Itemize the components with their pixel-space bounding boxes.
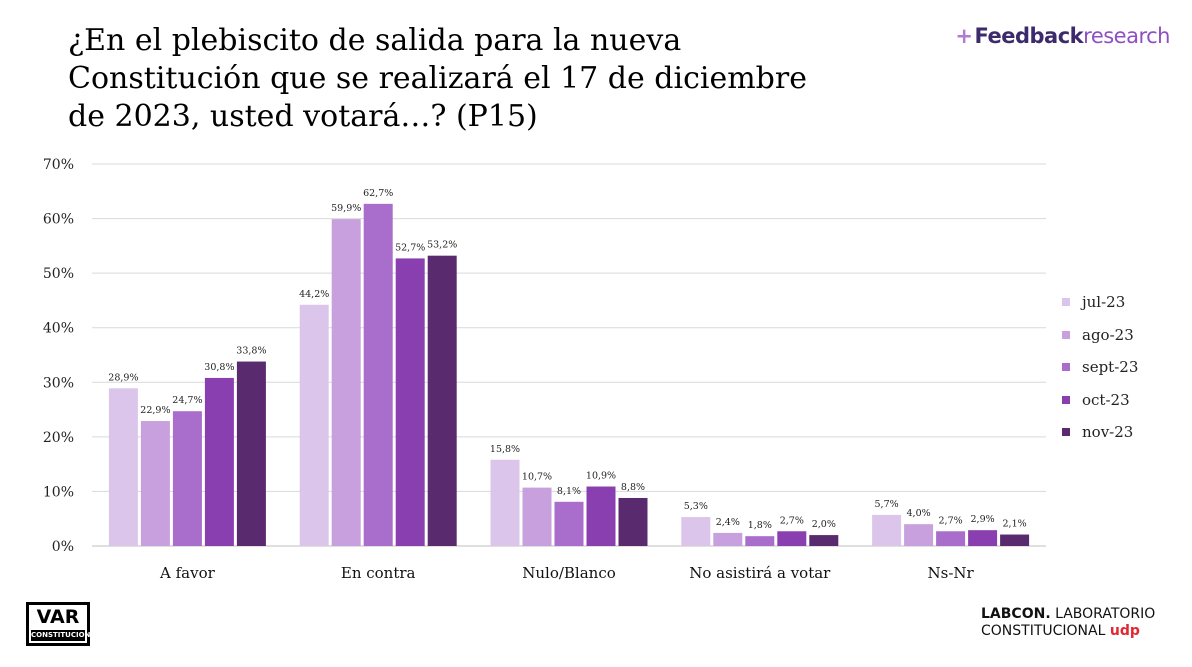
legend-label: ago-23 [1082,325,1134,344]
var-logo-line2: CONSTITUCIONAL [31,630,101,641]
data-label: 2,9% [971,514,995,525]
x-category-label: Ns-Nr [928,564,975,582]
data-label: 5,3% [684,501,708,512]
data-label: 4,0% [907,508,931,519]
bar [140,421,170,546]
data-label: 28,9% [108,372,138,383]
legend-item: jul-23 [1062,286,1138,319]
legend: jul-23 ago-23 sept-23 oct-23 nov-23 [1062,286,1138,449]
legend-item: ago-23 [1062,319,1138,352]
data-label: 8,1% [557,486,581,497]
data-label: 2,4% [716,517,740,528]
y-tick-label: 70% [43,157,74,173]
brand-part1: Feedback [974,24,1084,48]
x-category-label: No asistirá a votar [689,564,831,582]
y-tick-label: 20% [43,430,74,446]
legend-item: sept-23 [1062,351,1138,384]
legend-swatch [1062,428,1070,437]
x-axis-categories: A favor En contra Nulo/Blanco No asistirá a… [159,564,975,582]
bar [586,486,616,546]
data-label: 2,7% [939,515,963,526]
y-tick-label: 50% [43,266,74,282]
bar [777,531,807,546]
bar [681,517,711,546]
data-label: 2,7% [780,515,804,526]
legend-label: nov-23 [1082,423,1134,442]
feedback-research-logo: +Feedbackresearch [955,24,1170,48]
bar [809,535,839,546]
data-label: 59,9% [331,203,361,214]
bar [490,459,520,546]
bar [108,388,138,546]
data-label: 24,7% [172,395,202,406]
bar [745,536,775,546]
bar [713,532,743,546]
bar [331,219,361,547]
x-category-label: A favor [159,564,216,582]
bar [968,530,998,546]
var-logo-line1: VAR [36,606,80,628]
labcon-logo: LABCON. LABORATORIO CONSTITUCIONAL udp [981,606,1155,640]
bar [395,258,425,546]
legend-item: nov-23 [1062,416,1138,449]
legend-swatch [1062,298,1070,307]
brand-part2: research [1083,24,1170,48]
data-label: 2,0% [812,519,836,530]
legend-swatch [1062,363,1070,372]
legend-label: jul-23 [1082,293,1126,312]
data-label: 15,8% [490,444,520,455]
data-label: 22,9% [140,405,170,416]
bar [554,501,584,546]
data-labels: 28,9% 22,9%24,7% 30,8%33,8% 44,2% 59,9%62,7%… [108,188,1026,531]
y-tick-label: 0% [52,539,74,555]
bar [522,487,552,546]
data-label: 10,7% [522,472,552,483]
y-tick-label: 30% [43,375,74,391]
legend-item: oct-23 [1062,384,1138,417]
bar [904,524,934,546]
bar [618,497,648,546]
data-label: 5,7% [875,499,899,510]
legend-label: sept-23 [1082,358,1139,377]
labcon-bold: LABCON. [981,606,1051,622]
data-label: 52,7% [395,242,425,253]
data-label: 8,8% [621,482,645,493]
bar [1000,534,1030,546]
labcon-line2: CONSTITUCIONAL [981,623,1106,639]
udp-mark: udp [1109,623,1140,639]
y-axis-ticks: 0% 10% 20% 30% 40% 50% 60% 70% [43,157,74,555]
y-tick-label: 40% [43,321,74,337]
data-label: 1,8% [748,520,772,531]
data-label: 33,8% [236,346,266,357]
bar [299,304,329,546]
plus-icon: + [955,24,973,48]
data-label: 2,1% [1003,519,1027,530]
bar [872,514,902,546]
bar [236,361,266,546]
bar [427,255,457,546]
data-label: 62,7% [363,188,393,199]
chart-title: ¿En el plebiscito de salida para la nuev… [68,23,807,134]
data-label: 10,9% [586,471,616,482]
x-category-label: En contra [341,564,416,582]
bar [363,203,393,546]
bar [204,377,234,546]
legend-swatch [1062,395,1070,404]
bars [108,203,1030,547]
var-constitucional-logo: VAR CONSTITUCIONAL [26,602,101,646]
legend-swatch [1062,330,1070,339]
x-category-label: Nulo/Blanco [522,564,616,582]
data-label: 44,2% [299,289,329,300]
data-label: 53,2% [427,240,457,251]
legend-label: oct-23 [1082,390,1130,409]
labcon-line1: LABORATORIO [1050,606,1156,622]
bar [172,411,202,546]
y-tick-label: 10% [43,484,74,500]
data-label: 30,8% [204,362,234,373]
y-tick-label: 60% [43,212,74,228]
bar [936,531,966,546]
